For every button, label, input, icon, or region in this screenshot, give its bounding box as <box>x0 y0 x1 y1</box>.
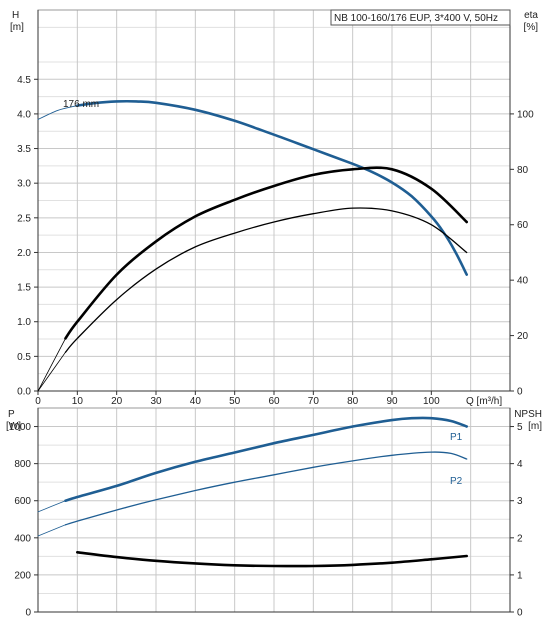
y-tick-label-left: 200 <box>14 570 31 581</box>
x-tick-label: 80 <box>347 396 359 407</box>
y-tick-label-right: 3 <box>517 496 523 507</box>
x-tick-label: 50 <box>229 396 241 407</box>
head-curve <box>76 99 468 276</box>
efficiency-curve-p1-extrapolated <box>37 338 66 392</box>
y-tick-label-left: 4.0 <box>17 109 31 120</box>
y-tick-label-left: 1.0 <box>17 317 31 328</box>
power-curve-p2-extrapolated <box>37 524 66 537</box>
y-axis-unit-left: [m] <box>10 22 24 33</box>
x-tick-label: 20 <box>111 396 123 407</box>
x-tick-label: 60 <box>268 396 280 407</box>
series-label-p2: P2 <box>450 476 463 487</box>
y-axis-unit-right: [%] <box>524 22 539 33</box>
efficiency-curve-p2-extrapolated <box>37 351 66 392</box>
y-tick-label-left: 600 <box>14 496 31 507</box>
efficiency-curve-p2 <box>64 207 468 353</box>
y-tick-label-right: 60 <box>517 220 529 231</box>
y-tick-label-right: 2 <box>517 533 523 544</box>
y-tick-label-left: 0.5 <box>17 352 31 363</box>
y-axis-label-right: NPSH <box>514 409 542 420</box>
y-tick-label-left: 0.0 <box>17 387 31 398</box>
y-tick-label-right: 100 <box>517 109 534 120</box>
y-tick-label-right: 0 <box>517 608 523 619</box>
chart-title: NB 100-160/176 EUP, 3*400 V, 50Hz <box>334 13 498 24</box>
y-tick-label-right: 80 <box>517 165 529 176</box>
y-tick-label-left: 1.5 <box>17 283 31 294</box>
power-curve-p1-extrapolated <box>37 500 66 513</box>
y-axis-unit-left: [W] <box>6 421 21 432</box>
x-axis-label: Q [m³/h] <box>466 396 502 407</box>
y-tick-label-right: 1 <box>517 570 523 581</box>
y-tick-label-left: 1000 <box>9 422 32 433</box>
y-axis-label-left: H <box>12 10 19 21</box>
x-tick-label: 100 <box>423 396 440 407</box>
x-tick-label: 30 <box>150 396 162 407</box>
y-tick-label-right: 20 <box>517 331 529 342</box>
y-tick-label-left: 4.5 <box>17 75 31 86</box>
power-curve-p1 <box>64 416 468 502</box>
power-curve-p2 <box>64 451 468 526</box>
npsh-curve <box>76 551 468 568</box>
y-tick-label-left: 3.0 <box>17 179 31 190</box>
y-tick-label-right: 40 <box>517 276 529 287</box>
series-label-p1: P1 <box>450 432 463 443</box>
y-tick-label-right: 5 <box>517 422 523 433</box>
y-axis-label-left: P <box>8 409 15 420</box>
impeller-diameter-label: 176 mm <box>63 99 99 110</box>
y-tick-label-left: 0 <box>25 608 31 619</box>
x-tick-label: 40 <box>190 396 202 407</box>
title-box <box>330 9 511 26</box>
y-tick-label-left: 400 <box>14 533 31 544</box>
efficiency-curve-p1 <box>64 166 468 340</box>
y-tick-label-right: 0 <box>517 387 523 398</box>
head-curve-extrapolated <box>37 105 78 120</box>
y-axis-unit-right: [m] <box>528 421 542 432</box>
x-tick-label: 0 <box>35 396 41 407</box>
y-tick-label-left: 800 <box>14 459 31 470</box>
y-tick-label-left: 2.0 <box>17 248 31 259</box>
y-axis-label-right: eta <box>524 10 538 21</box>
x-tick-label: 10 <box>72 396 84 407</box>
x-tick-label: 70 <box>308 396 320 407</box>
y-tick-label-left: 3.5 <box>17 144 31 155</box>
x-tick-label: 90 <box>386 396 398 407</box>
y-tick-label-left: 2.5 <box>17 213 31 224</box>
y-tick-label-right: 4 <box>517 459 523 470</box>
